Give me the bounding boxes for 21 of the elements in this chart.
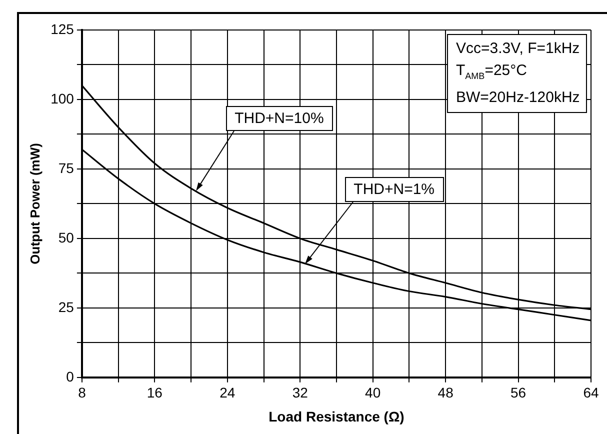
x-tick-label: 32 [292,384,308,401]
x-tick-label: 16 [146,384,163,401]
y-tick-label: 75 [58,160,74,176]
text: THD+N=10% [226,106,333,131]
annotation: BW=20Hz-120kHz [456,89,580,106]
x-tick-label: 64 [583,384,599,401]
y-tick-label: 125 [50,20,74,37]
y-axis-title: Output Power (mW) [27,143,42,264]
y-tick-label: 25 [58,298,74,315]
x-tick-label: 8 [78,384,86,401]
x-axis-title: Load Resistance (Ω) [268,408,404,424]
y-tick-label: 100 [50,90,74,106]
x-tick-label: 40 [365,384,381,401]
y-tick-label: 50 [58,229,74,246]
x-tick-label: 48 [438,384,454,401]
text: THD+N=1% [344,176,444,202]
x-tick-label: 24 [220,384,236,401]
y-tick-label: 0 [66,368,74,384]
annotation: Vcc=3.3V, F=1kHz [456,40,580,57]
x-tick-label: 56 [510,384,526,401]
annotation: T$_{AMB}$=25°C [456,62,527,81]
